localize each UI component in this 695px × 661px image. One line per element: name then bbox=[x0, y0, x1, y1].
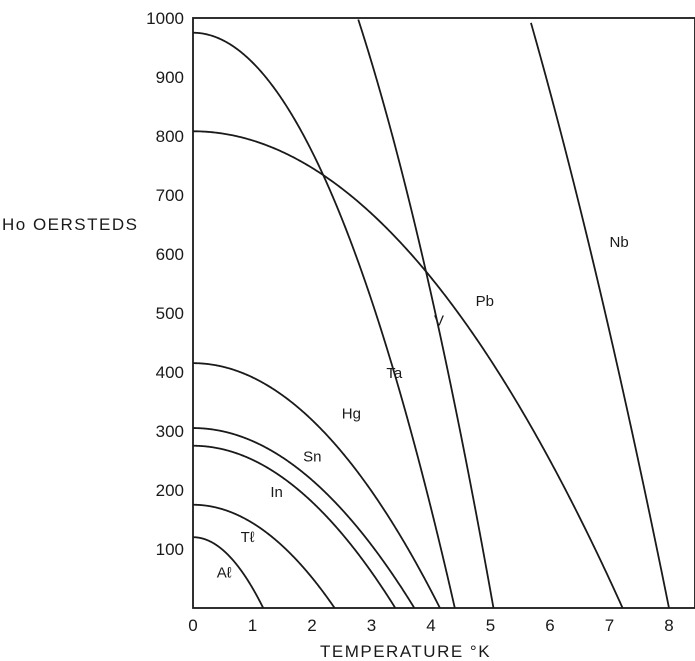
y-tick-label: 200 bbox=[156, 481, 184, 500]
series-line-2 bbox=[193, 503, 336, 609]
y-tick-labels: 100 200 300 400 500 600 700 800 900 1000 bbox=[146, 9, 184, 559]
y-tick-label: 800 bbox=[156, 127, 184, 146]
series-label-6: Ta bbox=[386, 365, 403, 382]
x-tick-label: 1 bbox=[248, 616, 257, 635]
series-line-4 bbox=[193, 427, 416, 609]
series-line-1 bbox=[193, 536, 265, 609]
y-tick-label: 100 bbox=[156, 540, 184, 559]
x-tick-label: 5 bbox=[486, 616, 495, 635]
series-line-8 bbox=[192, 130, 624, 609]
plot-frame bbox=[192, 17, 695, 609]
y-tick-label: 700 bbox=[156, 186, 184, 205]
x-tick-label: 0 bbox=[188, 616, 197, 635]
y-tick-label: 1000 bbox=[146, 9, 184, 28]
series-label-5: Hg bbox=[342, 405, 361, 422]
x-tick-label: 8 bbox=[664, 616, 673, 635]
series-label-7: V bbox=[434, 313, 444, 330]
curve-labels: Aℓ Tℓ In Sn Hg Ta V Pb Nb bbox=[217, 234, 629, 581]
x-axis-title: TEMPERATURE °K bbox=[320, 642, 491, 661]
series-label-4: Sn bbox=[303, 448, 321, 465]
series-line-9 bbox=[530, 22, 670, 609]
series-label-9: Nb bbox=[610, 234, 629, 251]
series-label-2: Tℓ bbox=[241, 529, 255, 546]
curves-layer bbox=[192, 19, 670, 609]
x-tick-label: 4 bbox=[426, 616, 435, 635]
y-axis-title: Ho OERSTEDS bbox=[2, 215, 138, 234]
series-line-6 bbox=[192, 31, 456, 609]
series-label-3: In bbox=[270, 484, 283, 501]
series-line-7 bbox=[357, 19, 495, 609]
y-tick-label: 400 bbox=[156, 363, 184, 382]
x-tick-labels: 0 1 2 3 4 5 6 7 8 bbox=[188, 616, 673, 635]
y-tick-label: 500 bbox=[156, 304, 184, 323]
x-tick-label: 7 bbox=[605, 616, 614, 635]
x-tick-label: 6 bbox=[545, 616, 554, 635]
x-tick-label: 3 bbox=[367, 616, 376, 635]
y-tick-label: 300 bbox=[156, 422, 184, 441]
y-tick-label: 900 bbox=[156, 68, 184, 87]
series-line-3 bbox=[193, 444, 397, 609]
series-label-1: Aℓ bbox=[217, 565, 232, 582]
y-tick-label: 600 bbox=[156, 245, 184, 264]
series-line-5 bbox=[193, 362, 441, 609]
x-tick-label: 2 bbox=[307, 616, 316, 635]
series-label-8: Pb bbox=[476, 293, 494, 310]
